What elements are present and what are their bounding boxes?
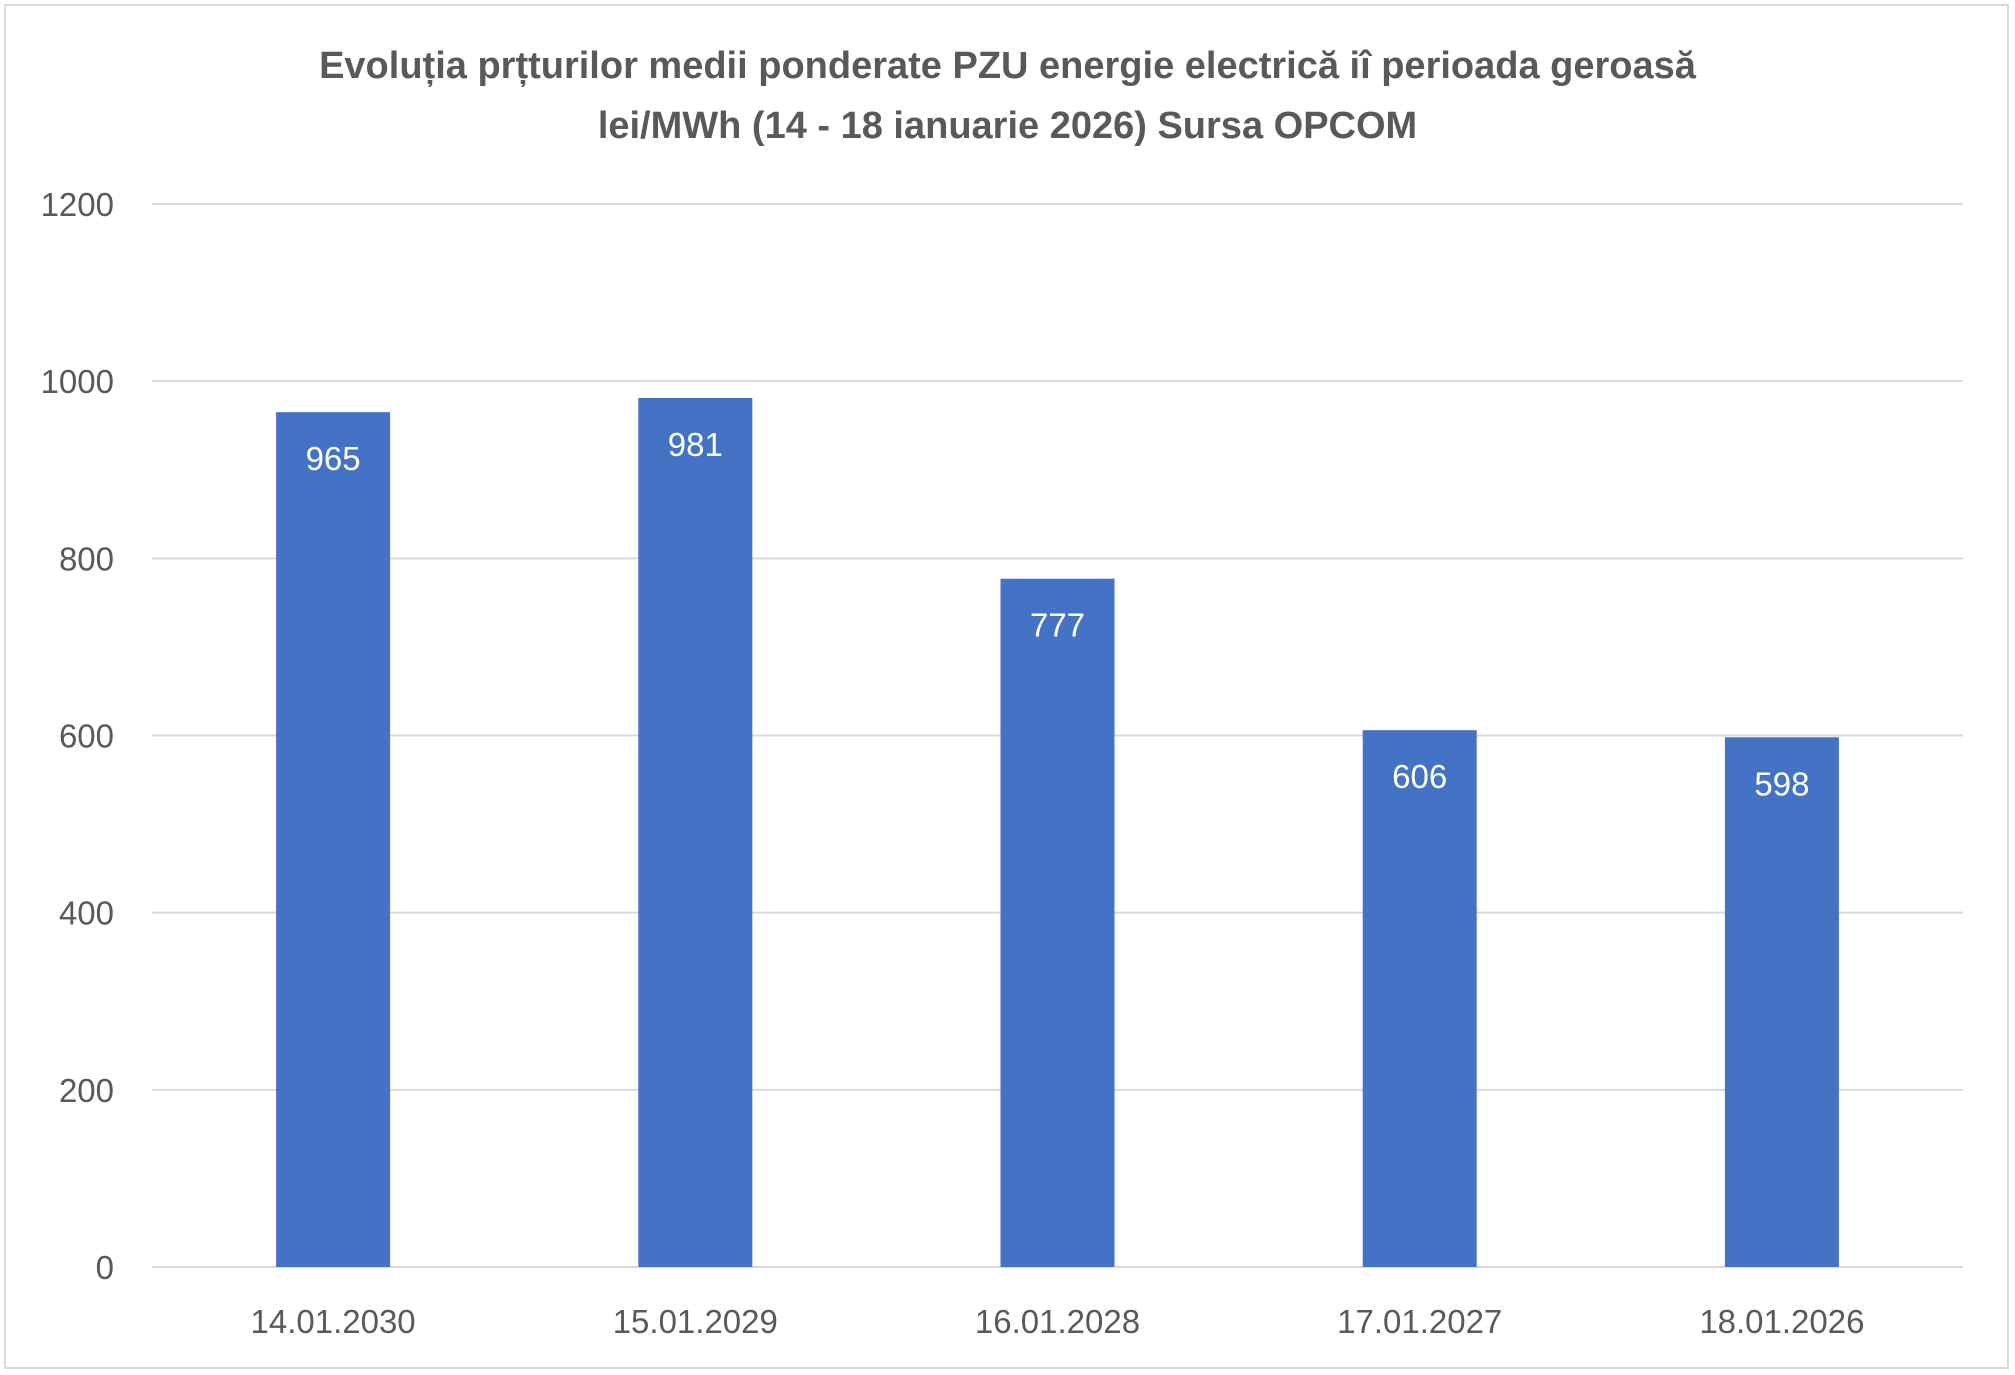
y-tick-label: 1200 — [41, 186, 114, 223]
y-tick-label: 1000 — [41, 363, 114, 400]
data-label: 981 — [668, 426, 723, 463]
x-tick-label: 16.01.2028 — [975, 1303, 1140, 1340]
data-label: 598 — [1754, 765, 1809, 802]
bar — [276, 412, 391, 1267]
y-tick-label: 200 — [59, 1072, 114, 1109]
data-label: 606 — [1392, 758, 1447, 795]
y-tick-label: 0 — [96, 1249, 114, 1286]
y-tick-label: 600 — [59, 718, 114, 755]
bar — [1000, 578, 1115, 1267]
bar — [1724, 737, 1839, 1267]
y-tick-label: 800 — [59, 540, 114, 577]
bar — [1362, 730, 1477, 1267]
y-tick-label: 400 — [59, 895, 114, 932]
chart-title: Evoluția prțturilor medii ponderate PZU … — [319, 45, 1696, 87]
x-tick-label: 15.01.2029 — [613, 1303, 778, 1340]
x-tick-label: 17.01.2027 — [1337, 1303, 1502, 1340]
data-label: 777 — [1030, 607, 1085, 644]
chart-title-block: Evoluția prțturilor medii ponderate PZU … — [0, 36, 2015, 156]
data-label: 965 — [306, 440, 361, 477]
chart-subtitle: lei/MWh (14 - 18 ianuarie 2026) Sursa OP… — [597, 105, 1418, 147]
bar — [638, 397, 753, 1267]
x-tick-label: 18.01.2026 — [1699, 1303, 1864, 1340]
x-tick-label: 14.01.2030 — [251, 1303, 416, 1340]
